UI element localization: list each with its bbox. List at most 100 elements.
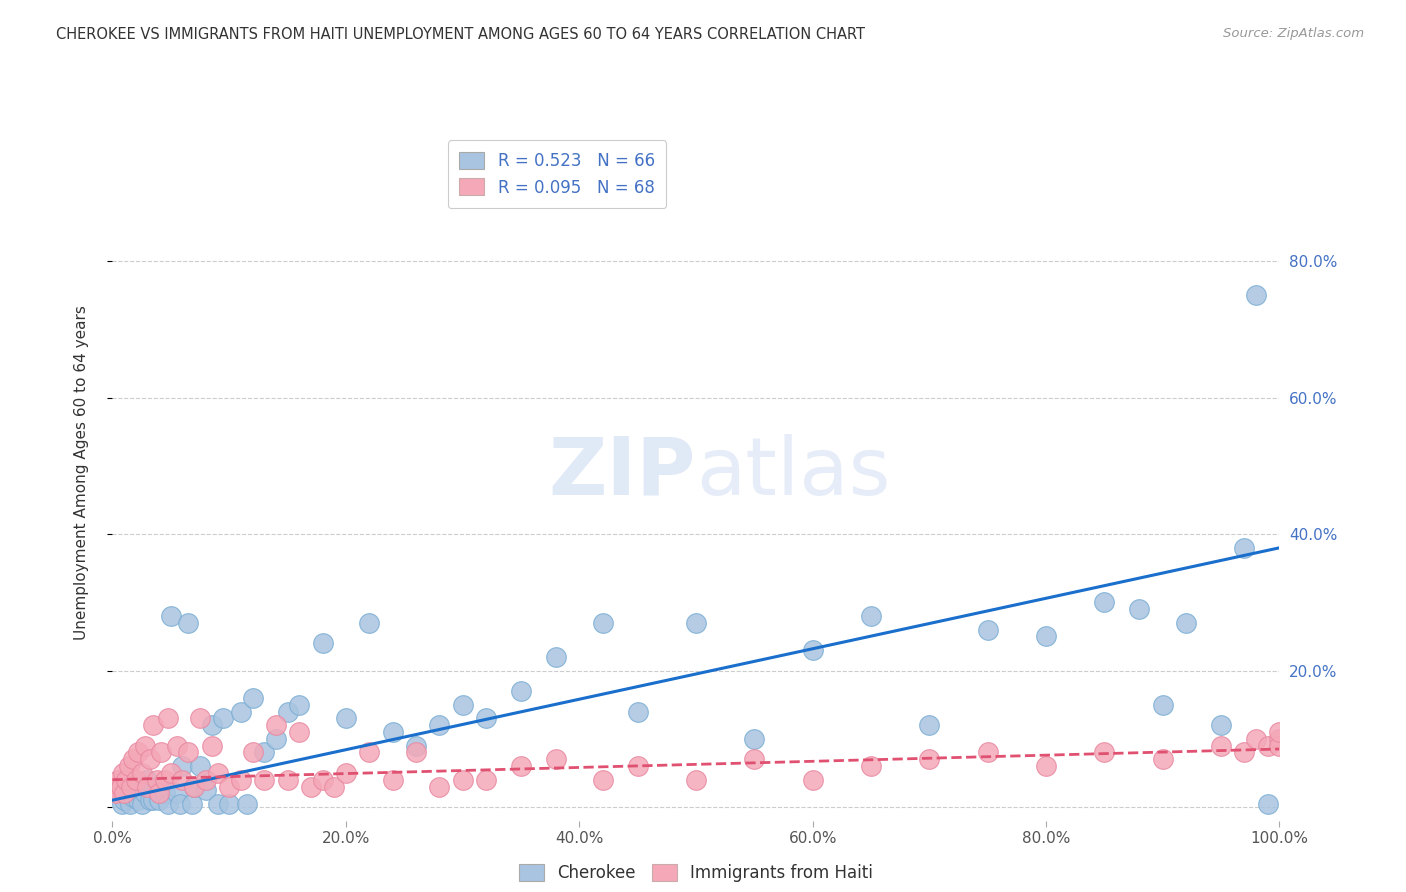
Point [172, 772, 194, 787]
Point [229, 705, 252, 719]
Point [311, 636, 333, 650]
Point [150, 780, 173, 794]
Point [359, 746, 381, 760]
Point [288, 725, 311, 739]
Point [125, 772, 148, 787]
Point [188, 711, 211, 725]
Point [1257, 739, 1279, 753]
Point [107, 786, 129, 800]
Point [127, 793, 149, 807]
Point [111, 797, 134, 811]
Point [288, 698, 311, 712]
Point [1268, 725, 1291, 739]
Point [148, 786, 170, 800]
Point [118, 797, 141, 811]
Text: atlas: atlas [696, 434, 890, 512]
Point [107, 780, 129, 794]
Point [122, 752, 145, 766]
Point [509, 684, 531, 698]
Point [742, 752, 765, 766]
Point [110, 780, 132, 794]
Point [1128, 602, 1150, 616]
Point [1152, 698, 1174, 712]
Point [242, 690, 264, 705]
Point [139, 793, 162, 807]
Point [1092, 746, 1115, 760]
Point [685, 772, 707, 787]
Point [1233, 541, 1256, 555]
Point [229, 772, 252, 787]
Point [264, 718, 287, 732]
Point [218, 780, 240, 794]
Point [801, 643, 824, 657]
Point [299, 780, 322, 794]
Point [131, 797, 153, 811]
Point [201, 739, 224, 753]
Point [276, 772, 298, 787]
Point [134, 739, 156, 753]
Point [427, 780, 450, 794]
Point [104, 780, 127, 794]
Point [859, 609, 883, 624]
Point [1035, 630, 1057, 644]
Point [172, 759, 194, 773]
Point [212, 711, 235, 725]
Point [242, 746, 264, 760]
Point [627, 705, 650, 719]
Point [253, 772, 276, 787]
Point [381, 725, 404, 739]
Point [194, 783, 217, 797]
Point [153, 786, 176, 800]
Point [1257, 797, 1279, 811]
Point [276, 705, 298, 719]
Point [451, 698, 474, 712]
Point [136, 772, 159, 787]
Point [1244, 288, 1267, 302]
Point [1233, 746, 1256, 760]
Point [131, 765, 153, 780]
Point [134, 786, 156, 800]
Point [918, 752, 941, 766]
Point [125, 780, 148, 794]
Point [264, 731, 287, 746]
Point [169, 797, 191, 811]
Point [118, 759, 141, 773]
Point [801, 772, 824, 787]
Point [207, 797, 229, 811]
Point [335, 711, 357, 725]
Point [107, 772, 129, 787]
Point [160, 609, 183, 624]
Text: CHEROKEE VS IMMIGRANTS FROM HAITI UNEMPLOYMENT AMONG AGES 60 TO 64 YEARS CORRELA: CHEROKEE VS IMMIGRANTS FROM HAITI UNEMPL… [56, 27, 865, 42]
Point [627, 759, 650, 773]
Point [201, 718, 224, 732]
Point [1209, 739, 1232, 753]
Point [148, 793, 170, 807]
Point [253, 746, 276, 760]
Point [742, 731, 765, 746]
Point [153, 772, 176, 787]
Point [1092, 595, 1115, 609]
Point [127, 746, 149, 760]
Point [136, 780, 159, 794]
Point [183, 780, 205, 794]
Text: ZIP: ZIP [548, 434, 696, 512]
Point [180, 797, 202, 811]
Point [146, 780, 169, 794]
Point [335, 765, 357, 780]
Point [859, 759, 883, 773]
Point [976, 623, 998, 637]
Point [104, 786, 127, 800]
Point [235, 797, 257, 811]
Point [359, 615, 381, 630]
Point [120, 780, 142, 794]
Point [218, 797, 240, 811]
Point [976, 746, 998, 760]
Point [122, 789, 145, 804]
Y-axis label: Unemployment Among Ages 60 to 64 years: Unemployment Among Ages 60 to 64 years [75, 305, 89, 640]
Point [323, 780, 346, 794]
Point [427, 718, 450, 732]
Point [146, 772, 169, 787]
Point [207, 765, 229, 780]
Point [1152, 752, 1174, 766]
Point [194, 772, 217, 787]
